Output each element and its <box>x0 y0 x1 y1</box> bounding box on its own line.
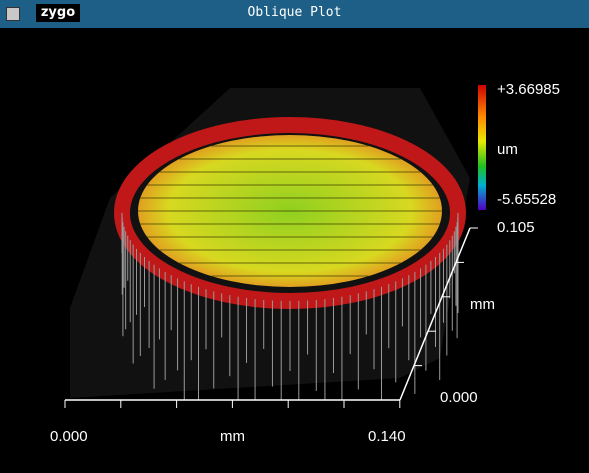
y-axis-max-label: 0.105 <box>497 219 535 236</box>
window-title: Oblique Plot <box>0 5 589 20</box>
app-window: zygo Oblique Plot +3.66985 um -5.65528 0… <box>0 0 589 473</box>
x-axis-max-label: 0.140 <box>368 428 406 445</box>
oblique-plot: +3.66985 um -5.65528 0.105 mm 0.000 0.00… <box>0 28 589 473</box>
x-axis-unit: mm <box>220 428 245 445</box>
color-bar <box>478 85 486 210</box>
color-min-label: -5.65528 <box>497 191 556 208</box>
surface-plot <box>70 88 470 400</box>
title-bar: zygo Oblique Plot <box>0 0 589 28</box>
x-axis-min-label: 0.000 <box>50 428 88 445</box>
y-axis-min-label: 0.000 <box>440 389 478 406</box>
y-axis-unit: mm <box>470 296 495 313</box>
color-unit: um <box>497 141 518 158</box>
color-max-label: +3.66985 <box>497 81 560 98</box>
